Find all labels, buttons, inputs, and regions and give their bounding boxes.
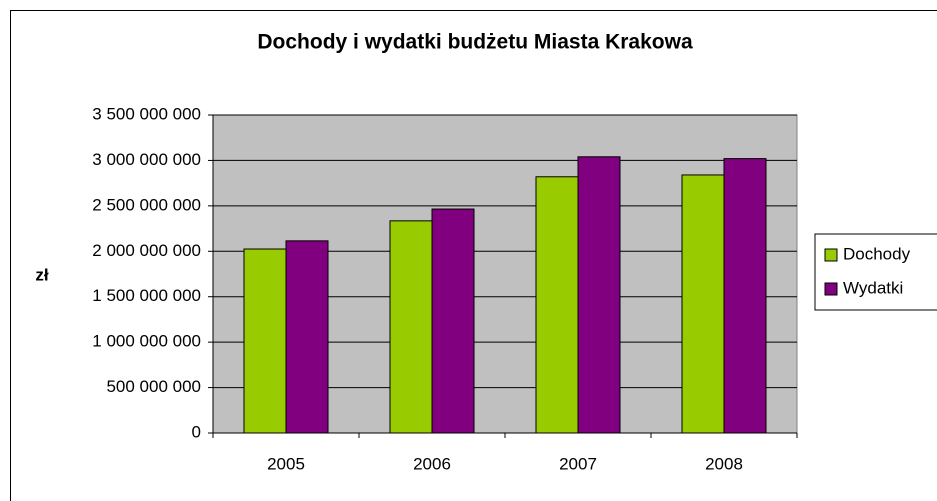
legend-label: Dochody [843, 244, 911, 263]
y-tick-label: 0 [192, 422, 201, 441]
y-tick-label: 3 500 000 000 [92, 104, 201, 123]
legend-swatch [824, 282, 838, 296]
bar [285, 240, 329, 434]
y-tick-label: 1 000 000 000 [92, 332, 201, 351]
y-tick-label: 500 000 000 [106, 377, 201, 396]
legend-box [814, 233, 937, 311]
legend-swatch [824, 248, 838, 262]
y-axis-label: zł [35, 265, 49, 284]
y-tick-label: 2 500 000 000 [92, 195, 201, 214]
bar [723, 158, 767, 434]
x-tick-label: 2007 [559, 454, 597, 473]
x-tick-label: 2005 [267, 454, 305, 473]
chart-title: Dochody i wydatki budżetu Miasta Krakowa [257, 31, 693, 54]
bar [577, 156, 621, 434]
x-tick-label: 2006 [413, 454, 451, 473]
bar [681, 174, 725, 434]
legend-label: Wydatki [843, 278, 903, 297]
bar [431, 208, 475, 434]
x-tick-label: 2008 [705, 454, 743, 473]
y-tick-label: 3 000 000 000 [92, 150, 201, 169]
y-tick-label: 2 000 000 000 [92, 241, 201, 260]
bar [535, 176, 579, 434]
bar [243, 248, 287, 434]
bar [389, 220, 433, 434]
y-tick-label: 1 500 000 000 [92, 286, 201, 305]
